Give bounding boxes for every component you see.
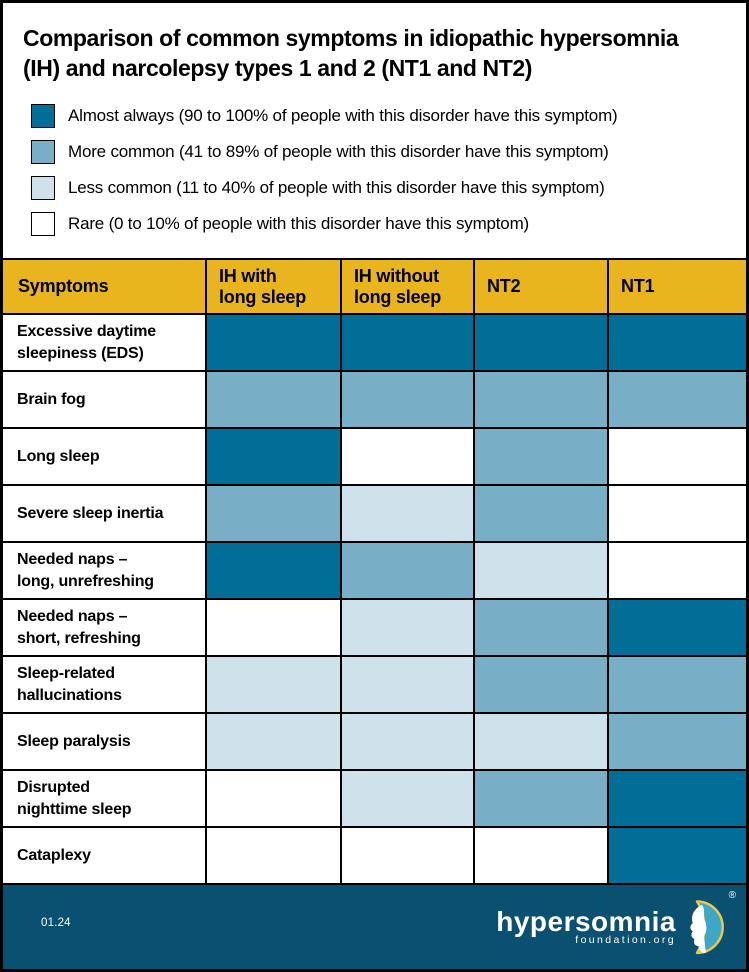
version-label: 01.24 bbox=[41, 917, 71, 929]
heat-cell bbox=[607, 484, 746, 543]
heat-cell bbox=[607, 655, 746, 714]
heat-cell bbox=[607, 826, 746, 885]
table-row-brain-fog: Brain fog bbox=[3, 370, 746, 429]
symptom-label: Disrupted nighttime sleep bbox=[3, 769, 207, 828]
heat-cell bbox=[473, 427, 609, 486]
heat-cell bbox=[607, 427, 746, 486]
heat-cell bbox=[205, 427, 342, 486]
heat-cell bbox=[340, 427, 475, 486]
header-section: Comparison of common symptoms in idiopat… bbox=[3, 3, 746, 258]
logo-subtext: foundation.org bbox=[575, 934, 676, 947]
symptom-label: Needed naps – long, unrefreshing bbox=[3, 541, 207, 600]
legend-swatch-almost-always bbox=[31, 103, 55, 128]
table-row-disrupted-nighttime-sleep: Disrupted nighttime sleep bbox=[3, 769, 746, 828]
symptom-label: Sleep-related hallucinations bbox=[3, 655, 207, 714]
heat-cell bbox=[205, 484, 342, 543]
legend-item-almost-always: Almost always (90 to 100% of people with… bbox=[31, 103, 736, 128]
legend-swatch-more-common bbox=[31, 139, 55, 164]
heat-cell bbox=[473, 484, 609, 543]
heat-cell bbox=[607, 598, 746, 657]
page-title: Comparison of common symptoms in idiopat… bbox=[23, 25, 679, 82]
logo-text: hypersomnia foundation.org bbox=[496, 905, 676, 947]
legend-label: Rare (0 to 10% of people with this disor… bbox=[68, 213, 529, 233]
heat-cell bbox=[340, 598, 475, 657]
heat-cell bbox=[607, 712, 746, 771]
heat-cell bbox=[473, 313, 609, 372]
heat-cell bbox=[205, 370, 342, 429]
table-row-sleep-related-hallucinations: Sleep-related hallucinations bbox=[3, 655, 746, 714]
column-header-ih-with-long-sleep: IH with long sleep bbox=[205, 258, 342, 315]
column-header-nt2: NT2 bbox=[473, 258, 609, 315]
heat-cell bbox=[340, 769, 475, 828]
table-row-sleep-paralysis: Sleep paralysis bbox=[3, 712, 746, 771]
legend-label: Less common (11 to 40% of people with th… bbox=[68, 177, 605, 197]
hypersomnia-foundation-logo: hypersomnia foundation.org ® bbox=[496, 890, 736, 958]
symptom-label: Needed naps – short, refreshing bbox=[3, 598, 207, 657]
heat-cell bbox=[473, 370, 609, 429]
heat-cell bbox=[473, 541, 609, 600]
symptom-label: Sleep paralysis bbox=[3, 712, 207, 771]
heat-cell bbox=[340, 313, 475, 372]
legend-item-less-common: Less common (11 to 40% of people with th… bbox=[31, 175, 736, 200]
moon-face-icon bbox=[668, 898, 726, 958]
heat-cell bbox=[473, 769, 609, 828]
table-row-severe-sleep-inertia: Severe sleep inertia bbox=[3, 484, 746, 543]
heat-cell bbox=[205, 598, 342, 657]
legend-swatch-rare bbox=[31, 211, 55, 236]
legend-swatch-less-common bbox=[31, 175, 55, 200]
heat-cell bbox=[340, 655, 475, 714]
heat-cell bbox=[607, 541, 746, 600]
logo-wordmark: hypersomnia bbox=[496, 905, 676, 937]
heat-cell bbox=[607, 370, 746, 429]
table-row-long-sleep: Long sleep bbox=[3, 427, 746, 486]
table-header-row: Symptoms IH with long sleep IH without l… bbox=[3, 258, 746, 315]
table-row-cataplexy: Cataplexy bbox=[3, 826, 746, 885]
heat-cell bbox=[340, 370, 475, 429]
symptom-label: Brain fog bbox=[3, 370, 207, 429]
symptom-label: Severe sleep inertia bbox=[3, 484, 207, 543]
heat-cell bbox=[205, 826, 342, 885]
heat-cell bbox=[340, 826, 475, 885]
column-header-symptoms: Symptoms bbox=[3, 258, 207, 315]
symptom-comparison-table: Symptoms IH with long sleep IH without l… bbox=[3, 258, 746, 885]
legend-label: Almost always (90 to 100% of people with… bbox=[68, 105, 618, 125]
heat-cell bbox=[205, 655, 342, 714]
legend: Almost always (90 to 100% of people with… bbox=[23, 103, 736, 236]
heat-cell bbox=[205, 769, 342, 828]
heat-cell bbox=[340, 541, 475, 600]
registered-trademark: ® bbox=[728, 890, 736, 901]
table-row-needed-naps-short: Needed naps – short, refreshing bbox=[3, 598, 746, 657]
column-header-nt1: NT1 bbox=[607, 258, 746, 315]
legend-item-rare: Rare (0 to 10% of people with this disor… bbox=[31, 211, 736, 236]
heat-cell bbox=[205, 541, 342, 600]
table-row-needed-naps-long: Needed naps – long, unrefreshing bbox=[3, 541, 746, 600]
heat-cell bbox=[205, 313, 342, 372]
symptom-label: Long sleep bbox=[3, 427, 207, 486]
heat-cell bbox=[473, 655, 609, 714]
symptom-label: Cataplexy bbox=[3, 826, 207, 885]
heat-cell bbox=[607, 313, 746, 372]
legend-item-more-common: More common (41 to 89% of people with th… bbox=[31, 139, 736, 164]
legend-label: More common (41 to 89% of people with th… bbox=[68, 141, 609, 161]
heat-cell bbox=[473, 826, 609, 885]
footer: 01.24 hypersomnia foundation.org ® bbox=[3, 885, 746, 969]
heat-cell bbox=[340, 484, 475, 543]
heat-cell bbox=[473, 712, 609, 771]
column-header-ih-without-long-sleep: IH without long sleep bbox=[340, 258, 475, 315]
heat-cell bbox=[205, 712, 342, 771]
heat-cell bbox=[607, 769, 746, 828]
table-row-eds: Excessive daytime sleepiness (EDS) bbox=[3, 313, 746, 372]
symptom-label: Excessive daytime sleepiness (EDS) bbox=[3, 313, 207, 372]
heat-cell bbox=[473, 598, 609, 657]
heat-cell bbox=[340, 712, 475, 771]
